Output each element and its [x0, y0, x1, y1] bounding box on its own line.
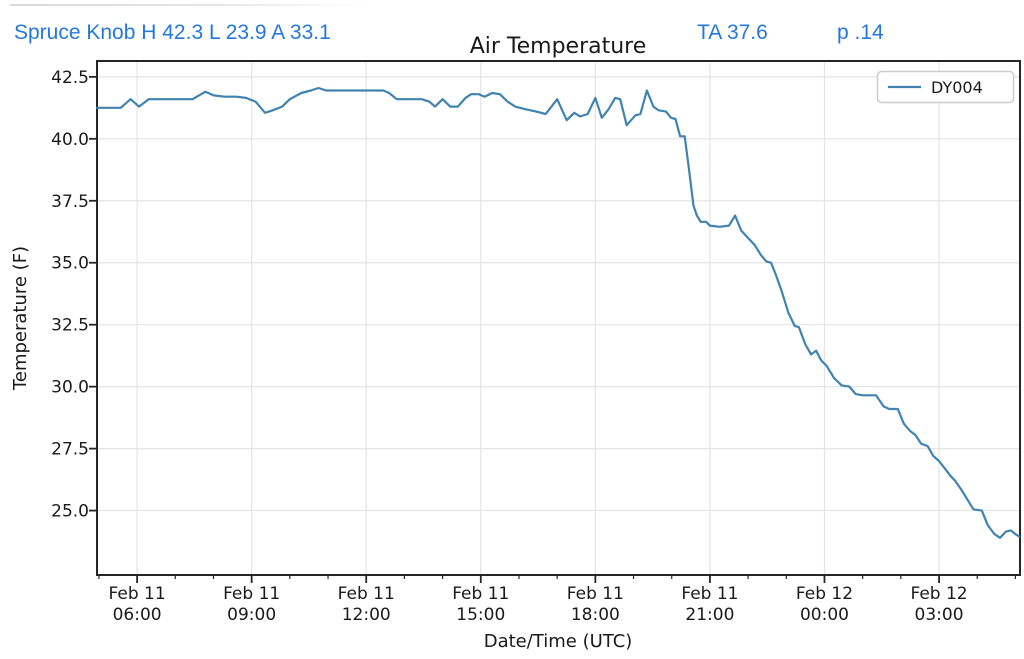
x-tick-date-label: Feb 11 [338, 584, 395, 604]
x-tick-time-label: 12:00 [342, 605, 391, 625]
ta-value-text: TA 37.6 [697, 21, 768, 44]
y-tick-label: 30.0 [51, 378, 89, 398]
grid-lines [97, 61, 1020, 575]
top-divider [10, 4, 372, 6]
y-axis-label: Temperature (F) [10, 246, 31, 391]
x-axis-label: Date/Time (UTC) [484, 631, 633, 652]
y-tick-label: 35.0 [51, 254, 89, 274]
x-tick-date-label: Feb 11 [223, 584, 280, 604]
temperature-line-series [95, 86, 1021, 539]
chart-title: Air Temperature [470, 34, 647, 59]
plot-border [96, 60, 1021, 576]
legend[interactable]: DY004 [876, 70, 1015, 104]
x-tick-date-label: Feb 11 [109, 584, 166, 604]
y-tick-label: 25.0 [51, 502, 89, 522]
y-tick-label: 37.5 [51, 192, 89, 212]
y-tick-label: 40.0 [51, 130, 89, 150]
x-tick-date-label: Feb 12 [796, 584, 853, 604]
p-value-text: p .14 [837, 21, 884, 44]
x-tick-date-label: Feb 11 [452, 584, 509, 604]
x-tick-time-label: 06:00 [113, 605, 162, 625]
x-tick-date-label: Feb 11 [567, 584, 624, 604]
x-tick-time-label: 00:00 [800, 605, 849, 625]
x-tick-time-label: 09:00 [227, 605, 276, 625]
x-tick-time-label: 15:00 [456, 605, 505, 625]
x-tick-time-label: 03:00 [915, 605, 964, 625]
y-tick-label: 32.5 [51, 316, 89, 336]
y-tick-label: 27.5 [51, 440, 89, 460]
x-tick-time-label: 18:00 [571, 605, 620, 625]
x-tick-time-label: 21:00 [685, 605, 734, 625]
x-tick-date-label: Feb 11 [681, 584, 738, 604]
axis-ticks [89, 75, 1017, 583]
x-tick-date-label: Feb 12 [910, 584, 967, 604]
legend-box [876, 70, 1015, 104]
y-tick-label: 42.5 [51, 68, 89, 88]
station-summary-text: Spruce Knob H 42.3 L 23.9 A 33.1 [14, 21, 331, 44]
legend-series-label: DY004 [931, 78, 983, 97]
